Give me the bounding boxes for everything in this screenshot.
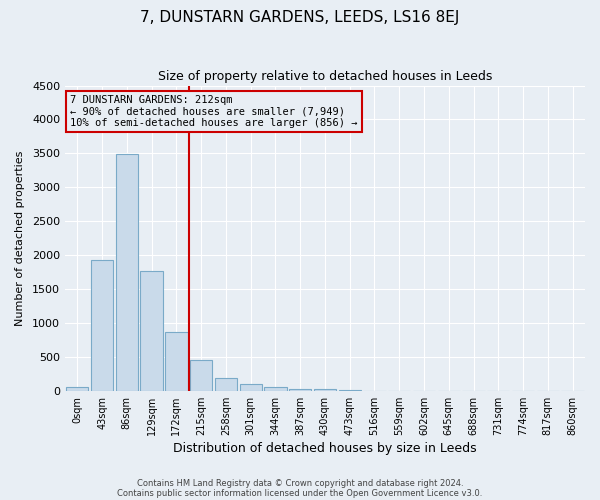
Text: Contains HM Land Registry data © Crown copyright and database right 2024.: Contains HM Land Registry data © Crown c… bbox=[137, 478, 463, 488]
Y-axis label: Number of detached properties: Number of detached properties bbox=[15, 150, 25, 326]
Text: Contains public sector information licensed under the Open Government Licence v3: Contains public sector information licen… bbox=[118, 488, 482, 498]
Bar bbox=[116, 154, 138, 391]
X-axis label: Distribution of detached houses by size in Leeds: Distribution of detached houses by size … bbox=[173, 442, 477, 455]
Bar bbox=[165, 332, 188, 391]
Bar bbox=[91, 260, 113, 391]
Bar bbox=[140, 270, 163, 391]
Bar bbox=[338, 390, 361, 391]
Bar bbox=[190, 360, 212, 391]
Bar bbox=[239, 384, 262, 391]
Text: 7 DUNSTARN GARDENS: 212sqm
← 90% of detached houses are smaller (7,949)
10% of s: 7 DUNSTARN GARDENS: 212sqm ← 90% of deta… bbox=[70, 94, 358, 128]
Bar bbox=[215, 378, 237, 391]
Bar bbox=[264, 387, 287, 391]
Bar bbox=[314, 390, 336, 391]
Bar bbox=[66, 388, 88, 391]
Bar bbox=[289, 389, 311, 391]
Text: 7, DUNSTARN GARDENS, LEEDS, LS16 8EJ: 7, DUNSTARN GARDENS, LEEDS, LS16 8EJ bbox=[140, 10, 460, 25]
Title: Size of property relative to detached houses in Leeds: Size of property relative to detached ho… bbox=[158, 70, 492, 83]
